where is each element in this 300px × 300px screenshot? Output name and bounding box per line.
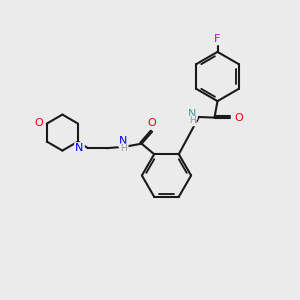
Text: O: O	[34, 118, 43, 128]
Text: O: O	[235, 112, 244, 123]
Text: N: N	[75, 143, 84, 153]
Text: O: O	[235, 112, 244, 123]
Text: N: N	[119, 136, 128, 146]
Text: F: F	[214, 34, 221, 44]
Text: H: H	[189, 116, 196, 125]
Text: O: O	[148, 118, 157, 128]
Text: N: N	[119, 136, 128, 146]
Text: O: O	[148, 118, 157, 128]
Text: N: N	[188, 109, 196, 119]
Text: H: H	[120, 144, 127, 153]
Text: O: O	[34, 118, 43, 128]
Text: N: N	[188, 109, 196, 119]
Text: H: H	[189, 116, 196, 125]
Text: N: N	[75, 143, 84, 153]
Text: H: H	[120, 144, 127, 153]
Text: F: F	[214, 34, 221, 44]
